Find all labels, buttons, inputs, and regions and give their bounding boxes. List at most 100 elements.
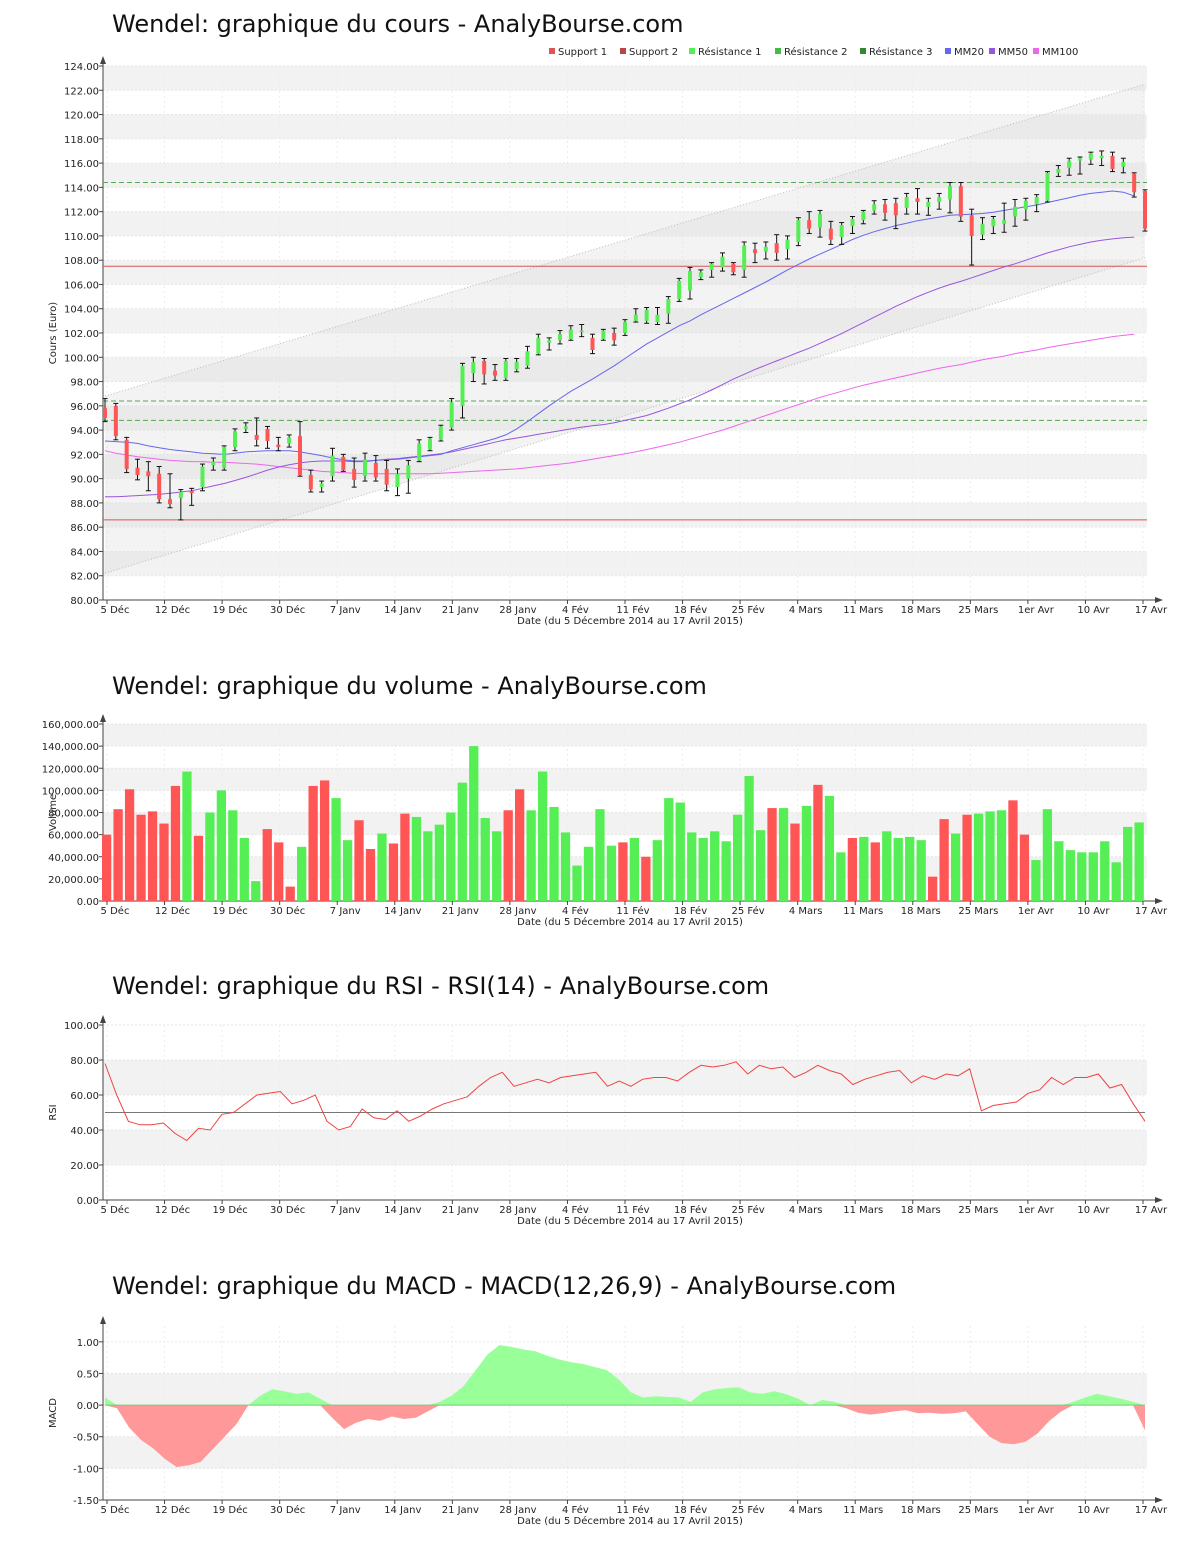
legend-entry: Support 1 <box>558 47 607 58</box>
x-tick-label: 14 Janv <box>384 906 421 917</box>
volume-bar <box>285 886 295 901</box>
volume-bar <box>847 837 857 901</box>
volume-bar <box>755 830 766 901</box>
candle-body <box>926 201 931 207</box>
volume-bar <box>1042 809 1053 901</box>
volume-bar <box>905 836 915 901</box>
volume-bar <box>882 831 892 901</box>
volume-bar <box>147 811 158 901</box>
x-tick-label: 18 Fév <box>674 1504 707 1516</box>
y-tick-label: 140,000.00 <box>42 742 99 753</box>
candle-body <box>189 490 194 494</box>
candle-body <box>1034 197 1039 205</box>
y-tick-label: 20.00 <box>70 1161 99 1172</box>
candle-body <box>1056 169 1061 173</box>
legend-entry: Résistance 3 <box>869 46 932 58</box>
x-tick-label: 5 Déc <box>101 905 130 917</box>
candle-body <box>1088 153 1093 160</box>
candle-body <box>774 243 779 253</box>
y-tick-label: 80,000.00 <box>48 809 99 820</box>
volume-bar <box>308 785 318 901</box>
x-axis-arrow <box>1155 1497 1163 1503</box>
y-tick-label: 40.00 <box>70 1126 99 1137</box>
x-tick-label: 18 Mars <box>901 1505 941 1516</box>
x-tick-label: 4 Mars <box>789 605 823 616</box>
volume-bar <box>205 812 215 901</box>
x-tick-label: 25 Mars <box>958 1205 998 1216</box>
y-tick-label: 114.00 <box>64 183 99 194</box>
candle-body <box>438 426 443 440</box>
volume-bar <box>687 832 697 901</box>
volume-bar <box>388 843 399 901</box>
candle-body <box>428 438 432 450</box>
candle-body <box>1045 172 1050 201</box>
volume-chart: 5 Déc 12 Déc 19 Déc 30 Déc 7 Janv 14 Janv 21 J… <box>42 714 1168 928</box>
volume-bar <box>744 775 754 901</box>
legend-swatch <box>989 48 995 54</box>
volume-bar <box>962 814 972 901</box>
x-tick-label: 1er Avr <box>1018 605 1055 616</box>
volume-bar <box>1088 852 1098 901</box>
candle-body <box>958 186 963 217</box>
x-tick-label: 12 Déc <box>155 905 190 917</box>
y-tick-label: 100.00 <box>64 1021 99 1032</box>
y-tick-label: 104.00 <box>64 305 99 316</box>
candle-body <box>536 337 541 354</box>
volume-bar <box>239 837 249 901</box>
legend-entry: MM20 <box>954 47 984 58</box>
x-tick-label: 28 Janv <box>499 906 536 917</box>
candle-body <box>1067 160 1072 168</box>
volume-bar <box>1019 834 1030 901</box>
x-tick-label: 17 Avr <box>1135 1505 1168 1516</box>
x-tick-label: 19 Déc <box>212 1504 247 1516</box>
volume-bar <box>767 808 777 901</box>
y-tick-label: 40,000.00 <box>48 853 99 864</box>
volume-bar <box>342 840 353 901</box>
x-tick-label: 18 Mars <box>901 605 941 616</box>
x-tick-label: 18 Fév <box>674 905 707 917</box>
x-tick-label: 11 Fév <box>616 1204 649 1216</box>
y-tick-label: -1.00 <box>73 1464 99 1475</box>
x-tick-label: 30 Déc <box>270 1204 305 1216</box>
volume-bar <box>411 816 422 901</box>
volume-bar <box>503 810 513 901</box>
candle-body <box>113 405 118 437</box>
candle-body <box>893 203 898 216</box>
y-axis-label: MACD <box>48 1398 59 1428</box>
y-tick-label: 120.00 <box>64 111 99 122</box>
volume-bar <box>916 840 926 901</box>
x-axis-arrow <box>1155 898 1163 904</box>
y-axis-arrow <box>100 1015 106 1023</box>
x-tick-label: 1er Avr <box>1018 906 1055 917</box>
x-tick-label: 14 Janv <box>384 605 421 616</box>
macd-chart-title: Wendel: graphique du MACD - MACD(12,26,9… <box>112 1272 897 1300</box>
x-tick-label: 5 Déc <box>101 1204 130 1216</box>
x-tick-label: 5 Déc <box>101 1504 130 1516</box>
x-tick-label: 4 Mars <box>789 1205 823 1216</box>
volume-bar <box>1100 841 1110 901</box>
legend-swatch <box>689 48 695 54</box>
y-tick-label: 100.00 <box>64 353 99 364</box>
volume-bar <box>480 818 490 901</box>
volume-bar <box>572 865 582 901</box>
volume-bar <box>354 820 364 901</box>
candle-body <box>276 444 281 448</box>
candle-body <box>471 362 476 374</box>
candle-body <box>449 402 454 428</box>
candle-body <box>688 271 692 291</box>
volume-bar <box>251 881 261 901</box>
y-tick-label: 80.00 <box>70 1056 99 1067</box>
legend-entry: Support 2 <box>629 47 678 58</box>
volume-bar <box>1031 860 1041 901</box>
y-tick-label: 106.00 <box>64 280 99 291</box>
candle-body <box>579 330 584 333</box>
x-tick-label: 11 Mars <box>843 605 883 616</box>
volume-bar <box>274 842 284 901</box>
x-tick-label: 30 Déc <box>270 1504 305 1516</box>
volume-bar <box>1123 826 1133 901</box>
x-tick-label: 21 Janv <box>442 906 479 917</box>
candle-body <box>352 468 357 480</box>
y-tick-label: 1.00 <box>77 1338 99 1349</box>
x-tick-label: 11 Fév <box>616 1504 649 1516</box>
candle-body <box>493 370 497 376</box>
